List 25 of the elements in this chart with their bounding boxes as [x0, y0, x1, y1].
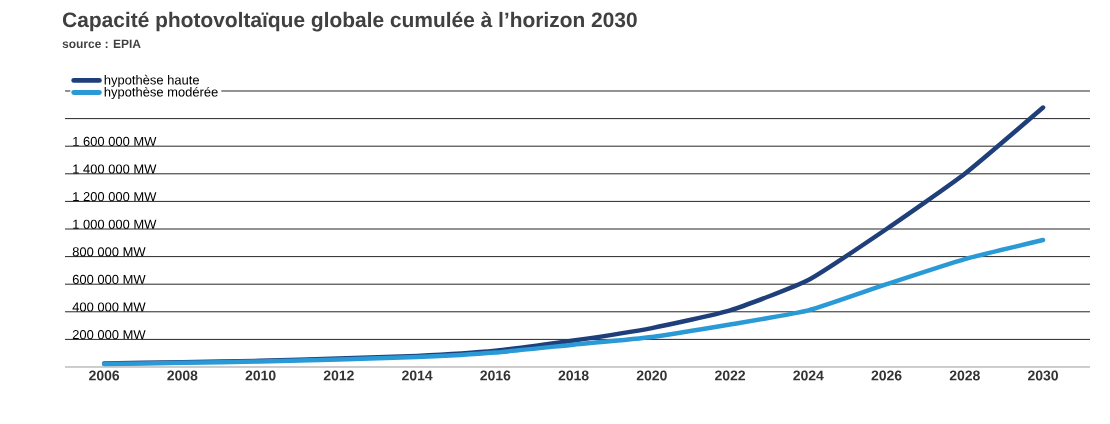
y-tick-label: 600 000 MW — [72, 274, 146, 284]
x-tick-label: 2010 — [245, 370, 276, 381]
x-tick-label: 2006 — [89, 370, 120, 381]
y-tick-label: 1 400 000 MW — [73, 164, 157, 174]
x-tick-label: 2018 — [558, 370, 589, 381]
x-tick-label: 2030 — [1028, 370, 1058, 381]
x-tick-label: 2028 — [949, 370, 980, 381]
y-tick-label: 1 200 000 MW — [73, 192, 157, 202]
chart-subtitle: source : EPIA — [62, 39, 141, 49]
x-tick-label: 2022 — [715, 370, 746, 381]
y-tick-label: 400 000 MW — [72, 302, 146, 312]
y-tick-label: 1 000 000 MW — [73, 219, 157, 229]
x-tick-label: 2020 — [636, 370, 667, 381]
x-tick-label: 2014 — [402, 370, 433, 381]
legend-label: hypothèse haute — [104, 74, 199, 88]
x-tick-label: 2026 — [871, 370, 902, 381]
legend-label: hypothèse modérée — [104, 86, 218, 100]
x-tick-label: 2016 — [480, 370, 511, 381]
y-tick-label: 200 000 MW — [72, 330, 146, 340]
x-tick-label: 2008 — [167, 370, 198, 381]
y-tick-label: 1 600 000 MW — [73, 136, 157, 146]
x-tick-label: 2024 — [793, 370, 824, 381]
x-tick-label: 2012 — [323, 370, 354, 381]
chart-title: Capacité photovoltaïque globale cumulée à l’horizon 2030 — [62, 11, 637, 32]
y-tick-label: 800 000 MW — [72, 247, 146, 257]
